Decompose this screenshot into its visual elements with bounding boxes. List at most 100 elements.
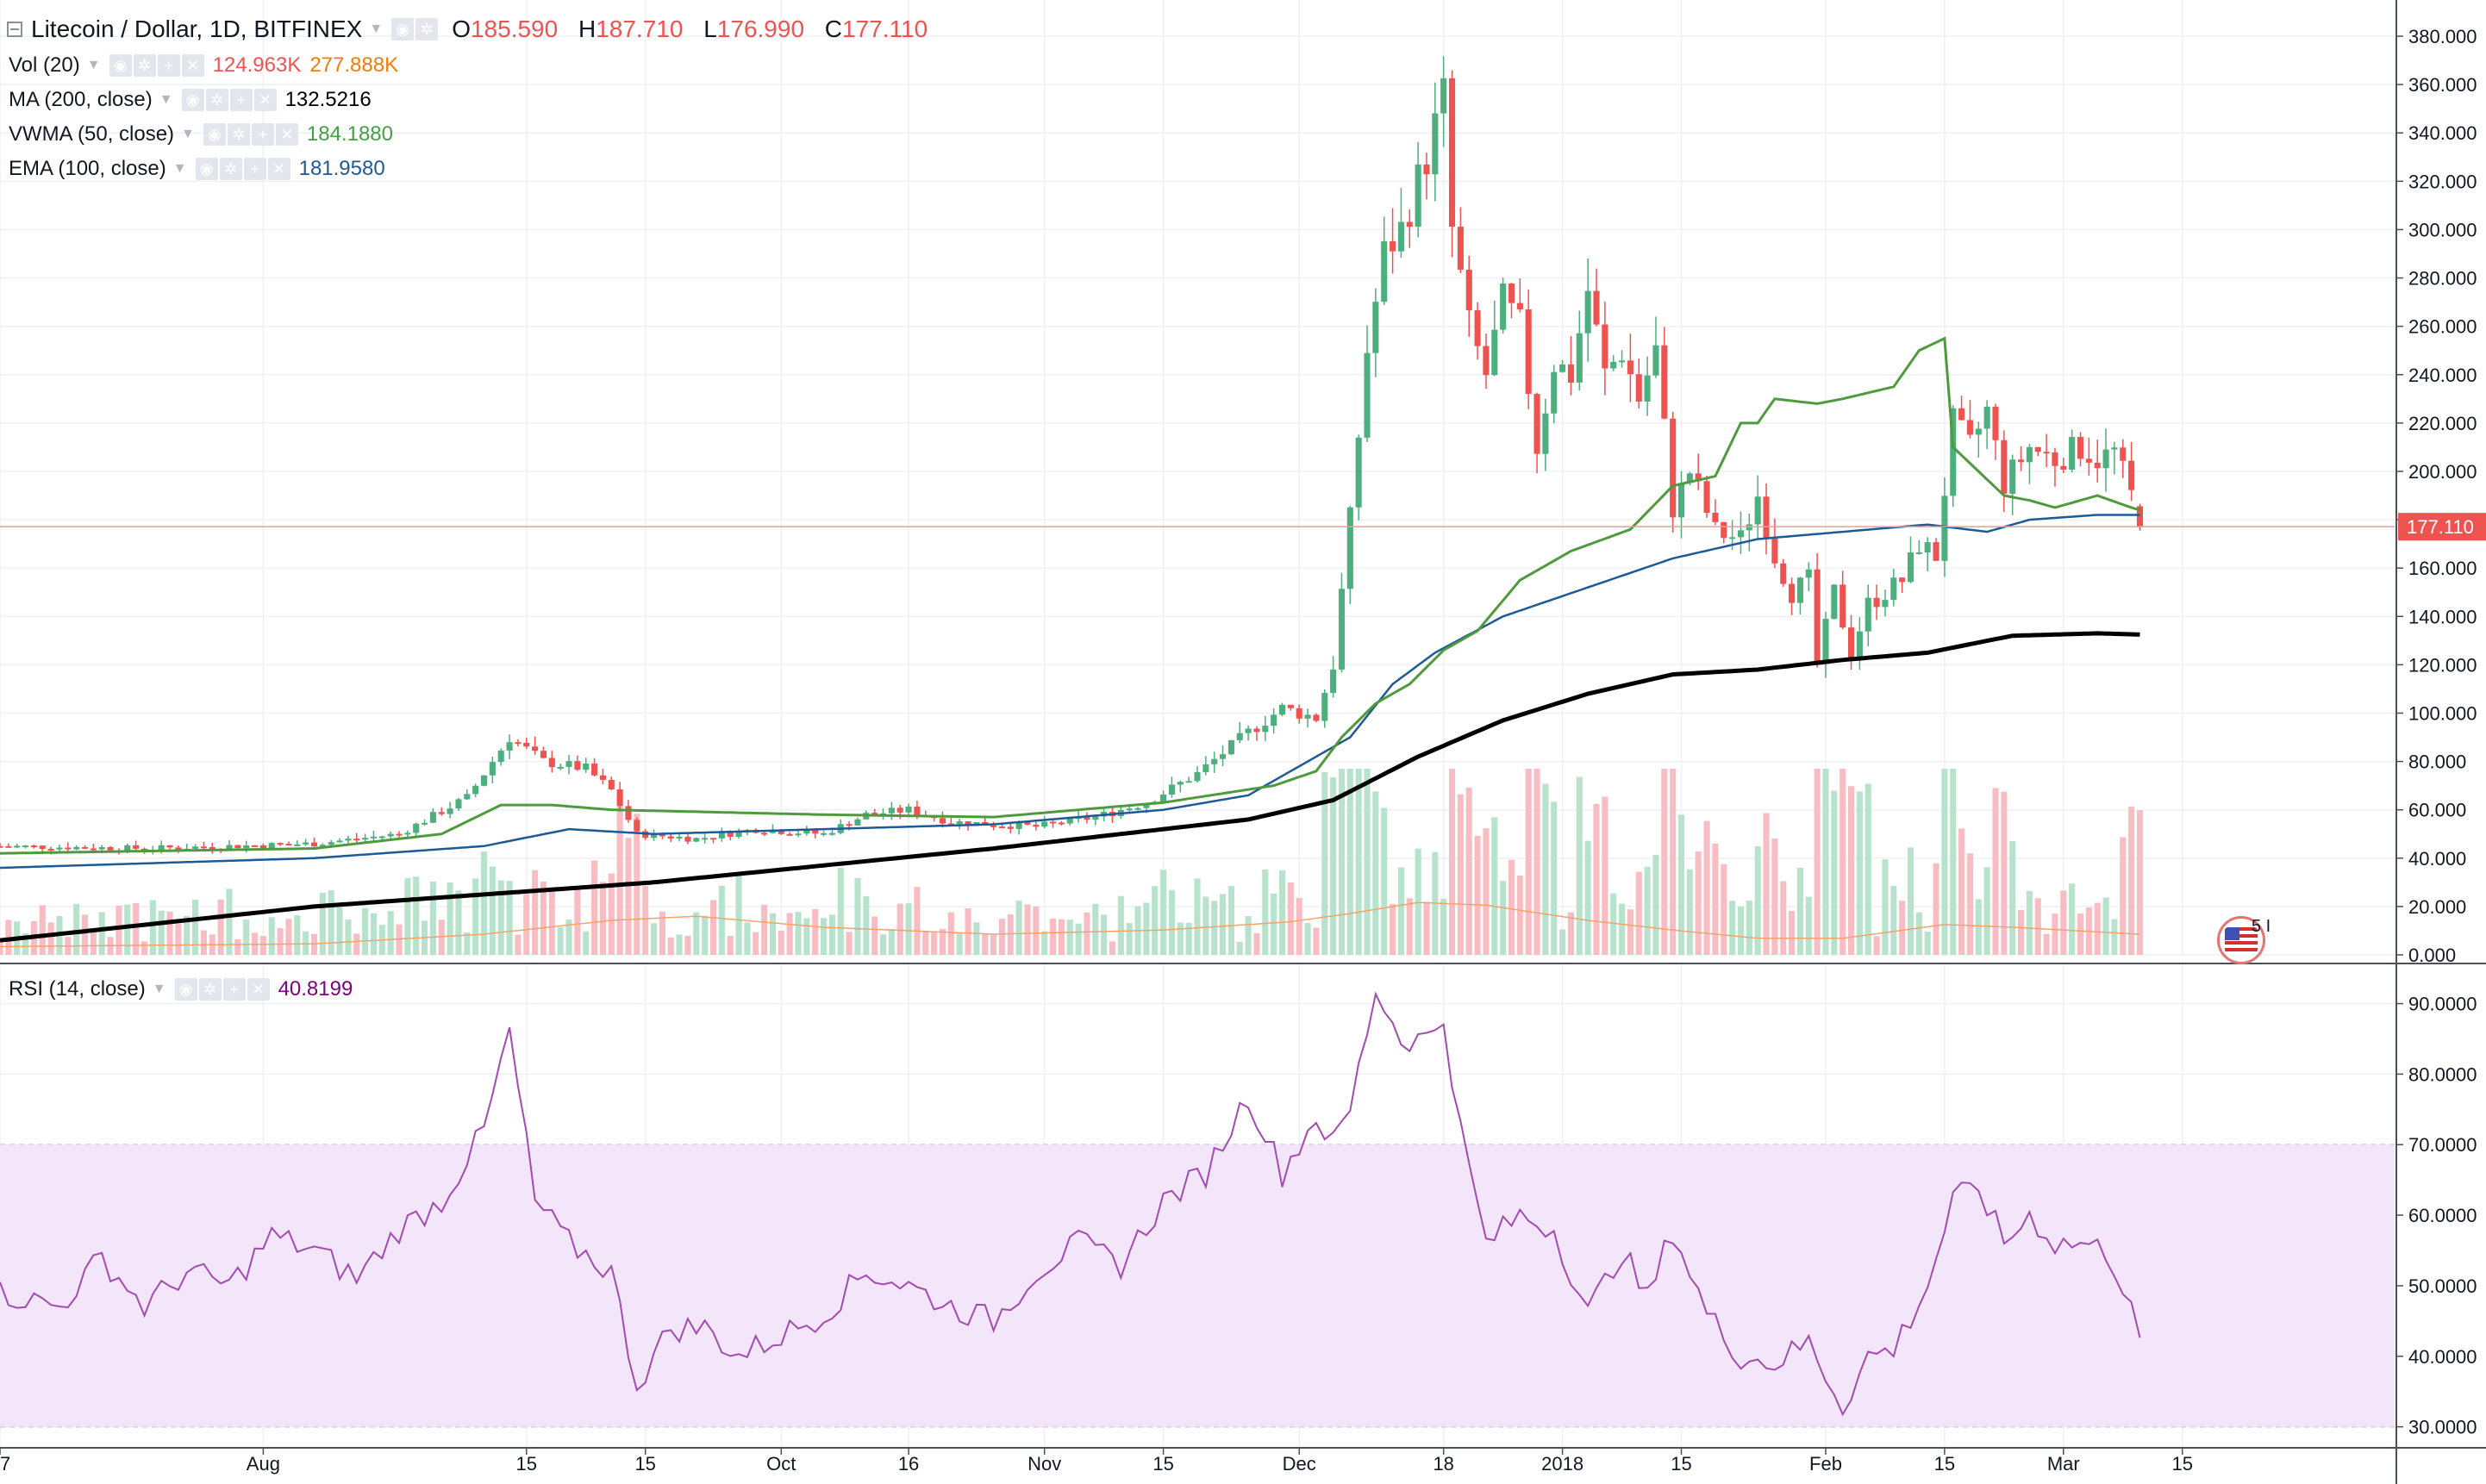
candle [1134,807,1141,810]
time-tick-label: 15 [1671,1453,1691,1475]
indicator-name[interactable]: RSI (14, close) [9,977,146,1001]
gear-icon[interactable]: ✲ [227,123,250,146]
candle [965,821,971,826]
chevron-down-icon[interactable]: ▼ [181,127,195,141]
volume-bar [515,934,522,955]
close-icon[interactable]: ✕ [247,978,270,1001]
time-tick-label: Oct [766,1453,796,1475]
candle [1619,360,1626,363]
volume-bar [905,903,912,955]
volume-bar [982,932,989,955]
time-tick-label: 2018 [1541,1453,1583,1475]
candle [709,838,717,840]
gear-icon[interactable]: ✲ [133,54,156,77]
chevron-down-icon[interactable]: ▼ [86,58,101,72]
candle [133,845,140,849]
gear-icon[interactable]: ✲ [219,158,242,180]
candle [1406,221,1413,228]
gear-icon[interactable]: ✲ [205,89,228,111]
indicator-name[interactable]: VWMA (50, close) [9,122,175,146]
volume-bar [1220,894,1227,955]
candle [2094,462,2101,469]
volume-bar [1576,776,1583,955]
eye-icon[interactable]: ◉ [203,123,226,146]
volume-bar [90,932,97,955]
eye-icon[interactable]: ◉ [391,18,415,41]
candle [2060,465,2067,470]
candle [1245,728,1252,733]
last-price-label: 177.110 [2398,513,2486,541]
close-icon[interactable]: ✕ [275,123,298,146]
time-tick-label: Feb [1809,1453,1842,1475]
volume-bar [1975,899,1982,955]
collapse-icon[interactable] [7,22,22,37]
candle [1737,530,1745,538]
eye-icon[interactable]: ◉ [109,54,132,77]
close-icon[interactable]: ✕ [267,158,290,180]
eye-icon[interactable]: ◉ [174,978,197,1001]
plus-icon[interactable]: + [222,978,246,1001]
rsi-axis[interactable]: 90.0000 80.0000 70.0000 60.0000 50.0000 40.00… [2396,994,2477,1438]
candle [1992,406,1999,440]
candle [616,789,623,807]
plus-icon[interactable]: + [157,54,180,77]
volume-bar [1296,898,1302,955]
volume-bar [939,928,946,955]
candle [1924,542,1931,552]
candle [1950,408,1957,496]
candle [5,845,12,848]
candle [1058,822,1065,825]
candle [226,845,233,850]
candle [1262,726,1269,733]
symbol-title[interactable]: Litecoin / Dollar, 1D, BITFINEX [31,16,363,42]
indicator-name[interactable]: Vol (20) [9,53,80,77]
candle [1941,496,1948,561]
candle [2018,459,2025,463]
gear-icon[interactable]: ✲ [415,18,439,41]
volume-bar [1007,914,1014,955]
volume-bar [1330,777,1337,955]
candle [1933,542,1939,561]
indicator-name[interactable]: EMA (100, close) [9,157,166,180]
volume-bar [294,915,301,955]
rsi-tick-label: 30.0000 [2408,1417,2477,1438]
candle [1831,584,1838,620]
volume-bar [141,941,148,955]
volume-bar [455,890,462,955]
price-axis[interactable]: 380.000 360.000 340.000 320.000 300.000 280.0… [2396,26,2477,966]
close-icon[interactable]: ✕ [181,54,204,77]
volume-bar [1278,870,1286,955]
volume-bar [1287,882,1294,955]
plus-icon[interactable]: + [251,123,274,146]
plus-icon[interactable]: + [243,158,266,180]
volume-bar [1958,828,1965,955]
us-flag-icon[interactable] [2217,916,2265,964]
volume-bar [226,889,233,955]
candle [1364,352,1371,438]
volume-bar [2120,837,2127,955]
candle [548,758,555,768]
candle [345,839,352,841]
volume-bar [336,907,343,955]
time-tick-label: 18 [1433,1453,1453,1475]
candle [243,845,250,849]
volume-bar [1966,853,1973,955]
indicator-name[interactable]: MA (200, close) [9,88,153,111]
eye-icon[interactable]: ◉ [181,89,204,111]
volume-bar [1686,869,1693,955]
chevron-down-icon[interactable]: ▼ [152,982,166,996]
volume-bar [896,903,903,955]
candle [328,842,334,845]
time-tick-label: 15 [2171,1453,2192,1475]
chevron-down-icon[interactable]: ▼ [159,92,173,107]
candle [422,822,428,825]
chevron-down-icon[interactable]: ▼ [172,161,187,176]
close-icon[interactable]: ✕ [253,89,277,111]
plus-icon[interactable]: + [229,89,253,111]
chevron-down-icon[interactable]: ▼ [369,22,384,36]
time-axis[interactable]: 17 Aug 15 15 Oct 16 Nov 15 Dec 18 2018 15 Feb 15 Mar 15 [0,1448,2193,1475]
eye-icon[interactable]: ◉ [195,158,218,180]
gear-icon[interactable]: ✲ [198,978,222,1001]
candle [761,832,768,835]
